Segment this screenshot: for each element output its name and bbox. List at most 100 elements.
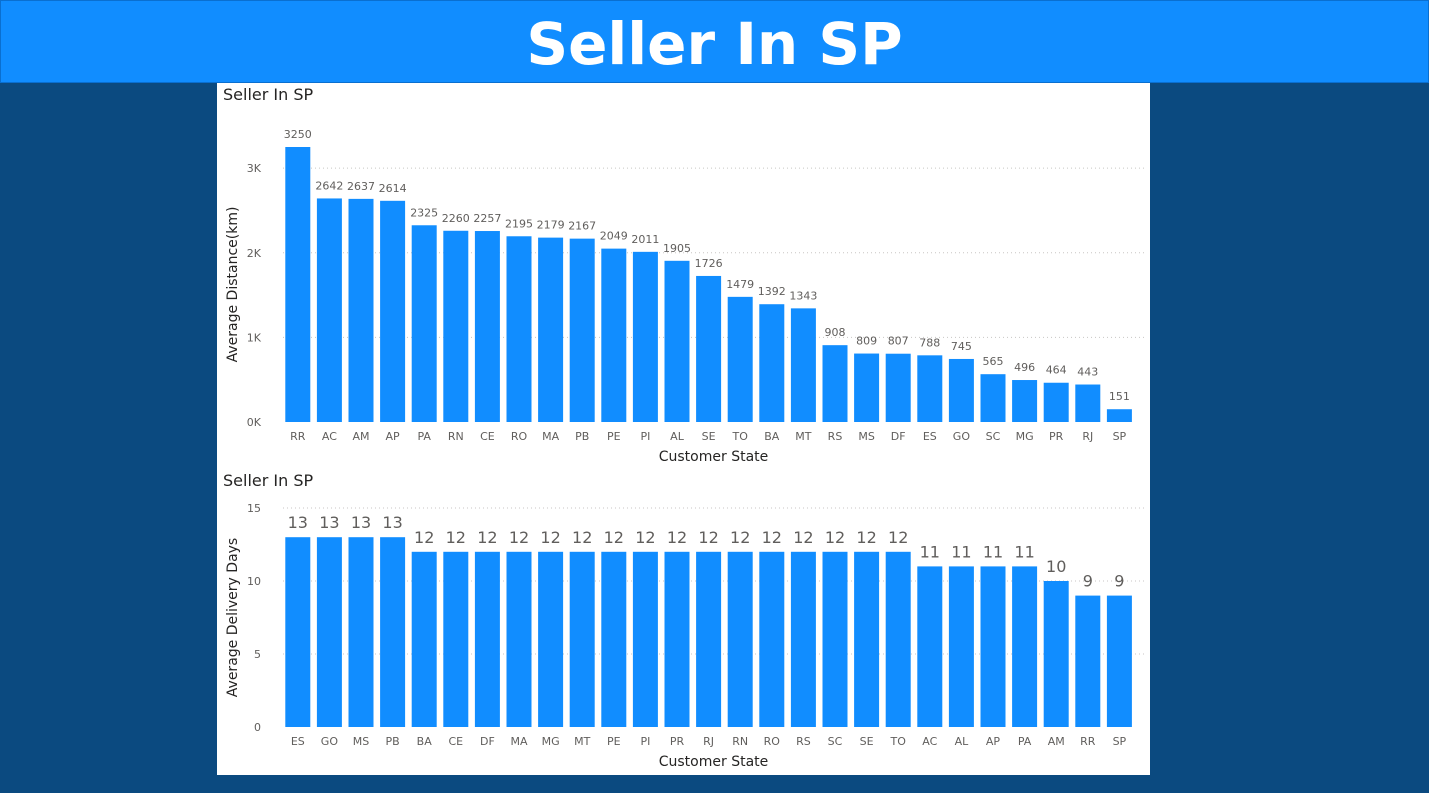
bar <box>1012 566 1038 727</box>
x-tick-label: ES <box>923 430 937 443</box>
data-label: 745 <box>951 340 972 353</box>
y-tick-label: 1K <box>247 331 262 344</box>
data-label: 464 <box>1046 364 1067 377</box>
bar <box>474 551 500 727</box>
bar <box>380 537 406 727</box>
x-tick-label: AP <box>986 735 1001 748</box>
bar <box>443 230 469 422</box>
x-tick-label: MA <box>510 735 527 748</box>
bar <box>917 566 943 727</box>
bar <box>1075 595 1101 727</box>
bar <box>1012 380 1038 422</box>
delivery-chart-panel[interactable]: Seller In SP 0 5 10 15 13 ES 13 GO 13 MS 13 PB 12 BA 1… <box>217 469 1150 775</box>
bar <box>664 260 690 422</box>
data-label: 12 <box>446 528 466 547</box>
data-label: 12 <box>477 528 497 547</box>
y-axis-title: Average Delivery Days <box>225 538 241 697</box>
x-tick-label: AP <box>386 430 401 443</box>
x-axis-title: Customer State <box>659 449 769 465</box>
x-axis-title: Customer State <box>659 754 769 770</box>
x-tick-label: MS <box>858 430 874 443</box>
x-tick-label: SE <box>702 430 716 443</box>
bar <box>790 551 816 727</box>
data-label: 1392 <box>758 285 786 298</box>
data-label: 2325 <box>410 206 438 219</box>
bar <box>632 551 658 727</box>
chart-title: Seller In SP <box>223 471 314 490</box>
bar <box>316 198 342 422</box>
data-label: 10 <box>1046 557 1066 576</box>
x-tick-label: MG <box>1016 430 1034 443</box>
x-tick-label: PB <box>386 735 400 748</box>
data-label: 11 <box>1014 542 1034 561</box>
x-tick-label: RN <box>448 430 464 443</box>
bar <box>917 355 943 422</box>
bar <box>380 200 406 422</box>
x-tick-label: PE <box>607 735 621 748</box>
x-tick-label: SC <box>986 430 1001 443</box>
bar <box>1075 384 1101 422</box>
bar <box>348 198 374 422</box>
bar <box>1043 581 1069 727</box>
data-label: 908 <box>825 326 846 339</box>
data-label: 12 <box>572 528 592 547</box>
bar <box>474 231 500 422</box>
data-label: 1479 <box>726 278 754 291</box>
bar <box>822 345 848 422</box>
x-tick-label: GO <box>953 430 971 443</box>
x-tick-label: MG <box>542 735 560 748</box>
x-tick-label: DF <box>480 735 495 748</box>
data-label: 12 <box>540 528 560 547</box>
x-tick-label: SC <box>828 735 843 748</box>
bar <box>506 551 532 727</box>
data-label: 496 <box>1014 361 1035 374</box>
data-label: 151 <box>1109 390 1130 403</box>
distance-chart-panel[interactable]: Seller In SP 0K 1K 2K 3K 3250 RR 2642 AC 2637 AM 2… <box>217 83 1150 469</box>
bar <box>632 251 658 422</box>
data-label: 443 <box>1077 366 1098 379</box>
y-tick-label: 0 <box>254 721 261 734</box>
bar <box>696 551 722 727</box>
data-label: 2195 <box>505 217 533 230</box>
data-label: 13 <box>351 513 371 532</box>
bar <box>948 566 974 727</box>
bar <box>601 551 627 727</box>
data-label: 2167 <box>568 220 596 233</box>
x-tick-label: PE <box>607 430 621 443</box>
data-label: 809 <box>856 335 877 348</box>
x-tick-label: SP <box>1113 735 1127 748</box>
data-label: 2260 <box>442 212 470 225</box>
data-label: 13 <box>382 513 402 532</box>
bar <box>664 551 690 727</box>
bar <box>506 236 532 422</box>
bar <box>538 551 564 727</box>
data-label: 788 <box>919 336 940 349</box>
bar <box>696 275 722 422</box>
bar <box>601 248 627 422</box>
x-tick-label: MT <box>795 430 811 443</box>
x-tick-label: AM <box>1048 735 1065 748</box>
x-tick-label: PB <box>575 430 589 443</box>
x-tick-label: SE <box>860 735 874 748</box>
x-tick-label: PI <box>640 735 650 748</box>
data-label: 2637 <box>347 180 375 193</box>
x-tick-label: RO <box>511 430 528 443</box>
y-tick-label: 2K <box>247 247 262 260</box>
bar <box>759 551 785 727</box>
x-tick-label: RS <box>796 735 811 748</box>
distance-bar-chart: 0K 1K 2K 3K 3250 RR 2642 AC 2637 AM 2614 AP 2325 PA 22… <box>225 128 1145 465</box>
x-tick-label: RS <box>828 430 843 443</box>
y-tick-label: 0K <box>247 416 262 429</box>
bar <box>948 358 974 422</box>
bar <box>980 566 1006 727</box>
x-tick-label: SP <box>1113 430 1127 443</box>
x-tick-label: TO <box>732 430 749 443</box>
bar <box>538 237 564 422</box>
data-label: 12 <box>825 528 845 547</box>
x-tick-label: BA <box>417 735 433 748</box>
bar <box>885 551 911 727</box>
delivery-bar-chart: 0 5 10 15 13 ES 13 GO 13 MS 13 PB 12 BA 12 CE 12 DF 12 MA 12… <box>225 502 1145 770</box>
data-label: 12 <box>762 528 782 547</box>
bar <box>854 353 880 422</box>
bar <box>1106 409 1132 422</box>
